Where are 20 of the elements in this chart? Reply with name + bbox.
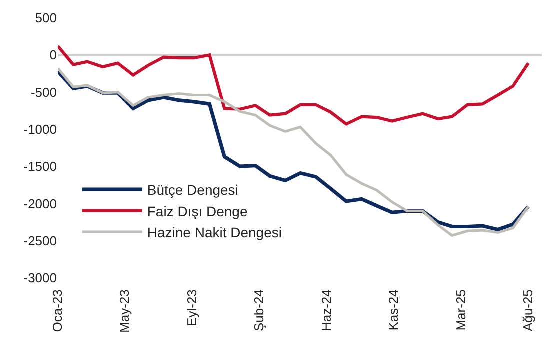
x-tick-label: Kas-24 (386, 290, 402, 331)
x-tick-label: Ağu-25 (520, 290, 536, 332)
legend-label: Bütçe Dengesi (147, 182, 238, 198)
x-tick-label: Mar-25 (453, 290, 468, 331)
x-tick-label: Oca-23 (50, 290, 66, 332)
x-tick-label: May-23 (117, 290, 132, 333)
y-tick-label: -2000 (24, 196, 57, 212)
y-tick-label: -1000 (24, 122, 57, 137)
x-tick-label: Haz-24 (319, 290, 334, 332)
y-tick-label: 500 (35, 10, 57, 26)
x-tick-label: Şub-24 (251, 290, 266, 332)
y-tick-label: 0 (50, 48, 57, 63)
x-tick-label: Eyl-23 (184, 290, 200, 326)
line-series (58, 44, 530, 126)
y-tick-label: -3000 (24, 270, 57, 286)
legend-label: Hazine Nakit Dengesi (147, 224, 282, 240)
y-tick-label: -2500 (24, 233, 57, 248)
y-tick-label: -500 (30, 84, 57, 100)
legend-label: Faiz Dışı Denge (147, 203, 248, 220)
y-tick-label: -1500 (24, 159, 57, 174)
